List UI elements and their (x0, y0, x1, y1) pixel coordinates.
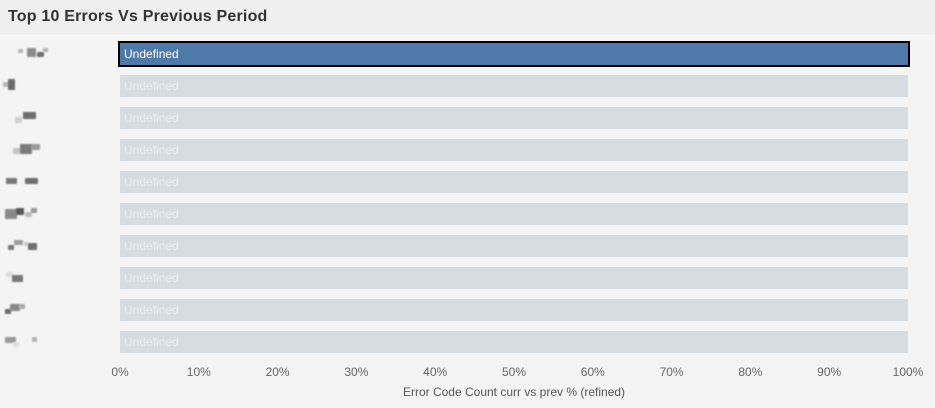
bar-value-label: Undefined (124, 79, 179, 93)
bar-row: Undefined (0, 107, 935, 129)
redaction-blob (6, 178, 17, 184)
redaction-blob (43, 48, 48, 52)
category-label-redacted (0, 75, 120, 97)
category-label-redacted (0, 43, 120, 65)
bar-value-label: Undefined (124, 303, 179, 317)
redaction-blob (8, 245, 14, 250)
error-bar[interactable]: Undefined (120, 235, 908, 257)
x-axis: 0% 10% 20% 30% 40% 50% 60% 70% 80% 90% 1… (0, 363, 935, 379)
error-bar[interactable]: Undefined (120, 267, 908, 289)
error-bar[interactable]: Undefined (120, 107, 908, 129)
error-bar[interactable]: Undefined (120, 171, 908, 193)
error-bar[interactable]: Undefined (120, 203, 908, 225)
redaction-blob (13, 342, 19, 347)
redaction-blob (13, 148, 21, 154)
x-axis-tick-label: 60% (580, 365, 605, 379)
redaction-blob (5, 337, 16, 343)
redaction-blob (5, 309, 11, 314)
redaction-blob (19, 304, 25, 309)
bar-row: Undefined (0, 75, 935, 97)
redaction-blob (6, 272, 13, 277)
error-bar[interactable]: Undefined (120, 139, 908, 161)
category-label-redacted (0, 139, 120, 161)
x-axis-tick-label: 90% (817, 365, 842, 379)
redaction-blob (31, 208, 37, 213)
redaction-blob (5, 209, 17, 219)
redaction-blob (8, 79, 15, 90)
redaction-blob (28, 243, 37, 250)
bar-row: Undefined (0, 203, 935, 225)
error-bar[interactable]: Undefined (120, 331, 908, 353)
x-axis-tick-label: 80% (738, 365, 763, 379)
bar-value-label: Undefined (124, 111, 179, 125)
error-bar[interactable]: Undefined (120, 75, 908, 97)
redaction-blob (18, 49, 23, 53)
x-axis-tick-label: 50% (501, 365, 527, 379)
panel-title: Top 10 Errors Vs Previous Period (8, 8, 268, 25)
redaction-blob (12, 275, 23, 282)
redaction-blob (20, 144, 32, 154)
error-bar-selected[interactable]: Undefined (118, 41, 910, 67)
redaction-blob (32, 337, 37, 342)
x-axis-tick-label: 10% (186, 365, 211, 379)
redaction-blob (10, 304, 20, 311)
bar-value-label: Undefined (124, 207, 179, 221)
bar-value-label: Undefined (124, 143, 179, 157)
category-label-redacted (0, 331, 120, 353)
bar-value-label: Undefined (124, 47, 179, 61)
x-axis-tick-label: 0% (111, 365, 129, 379)
x-axis-tick-label: 40% (423, 365, 448, 379)
error-bar[interactable]: Undefined (120, 299, 908, 321)
bar-value-label: Undefined (124, 239, 179, 253)
bar-row: Undefined (0, 331, 935, 353)
panel-header: Top 10 Errors Vs Previous Period (0, 0, 935, 36)
category-label-redacted (0, 299, 120, 321)
bar-value-label: Undefined (124, 335, 179, 349)
redaction-blob (31, 144, 40, 150)
x-axis-title: Error Code Count curr vs prev % (refined… (402, 385, 626, 399)
category-label-redacted (0, 107, 120, 129)
bar-value-label: Undefined (124, 175, 179, 189)
redaction-blob (25, 212, 32, 217)
redaction-blob (25, 178, 38, 184)
bar-row: Undefined (0, 139, 935, 161)
x-axis-tick-label: 30% (344, 365, 369, 379)
bar-row: Undefined (0, 171, 935, 193)
x-axis-tick-label: 20% (265, 365, 290, 379)
redaction-blob (15, 117, 22, 123)
bar-row: Undefined (0, 299, 935, 321)
category-label-redacted (0, 235, 120, 257)
bar-row: Undefined (0, 267, 935, 289)
category-label-redacted (0, 203, 120, 225)
redaction-blob (23, 112, 36, 119)
category-label-redacted (0, 267, 120, 289)
redaction-blob (3, 82, 9, 87)
redaction-blob (24, 242, 28, 246)
redaction-blob (14, 240, 23, 245)
bar-value-label: Undefined (124, 271, 179, 285)
x-axis-tick-label: 70% (659, 365, 684, 379)
x-axis-tick-label: 100% (892, 365, 924, 379)
redaction-blob (37, 52, 44, 57)
redaction-blob (16, 208, 24, 215)
redaction-blob (27, 48, 36, 57)
bar-row: Undefined (0, 41, 935, 67)
bar-row: Undefined (0, 235, 935, 257)
category-label-redacted (0, 171, 120, 193)
